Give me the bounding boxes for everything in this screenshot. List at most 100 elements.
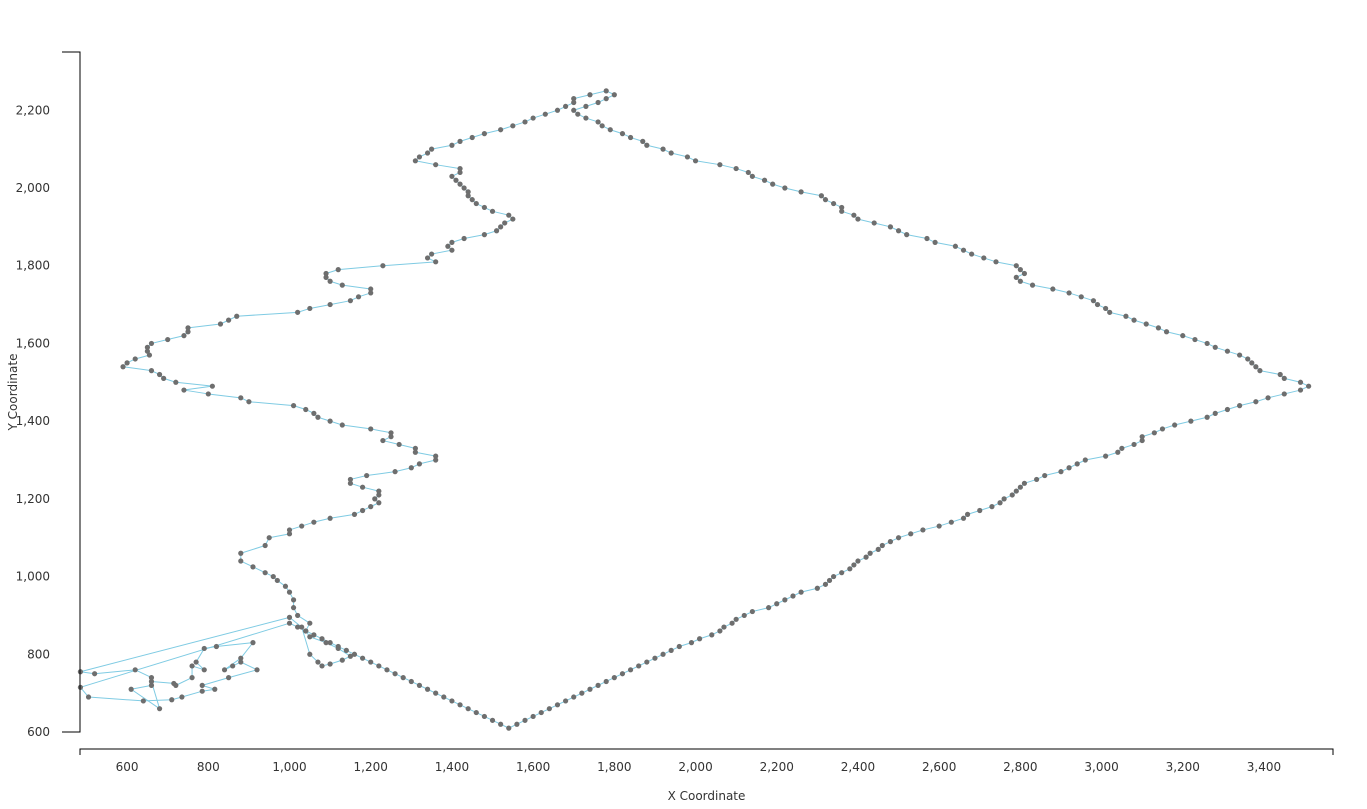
city-point (449, 239, 455, 245)
city-point (303, 406, 309, 413)
city-point (319, 663, 325, 669)
city-point (1204, 414, 1210, 420)
tour-segment (995, 261, 1017, 267)
city-point (745, 169, 751, 176)
y-tick-label: 1,200 (16, 492, 50, 506)
city-point (1058, 469, 1064, 475)
city-point (189, 663, 195, 669)
city-point (262, 542, 268, 549)
tour-segment (151, 339, 168, 344)
tour-segment (419, 459, 436, 465)
tour-segment (370, 428, 392, 434)
city-point (676, 643, 682, 650)
tour-segment (195, 648, 205, 663)
city-point (376, 492, 382, 498)
city-point (376, 663, 382, 669)
city-point (388, 434, 394, 440)
y-axis-ticks: 600 800 1,000 1,200 1,400 1,600 1,800 2,000 2,20… (16, 103, 50, 739)
city-point (619, 131, 626, 137)
city-point (782, 597, 788, 603)
city-point (506, 725, 512, 731)
tour-segment (1174, 420, 1192, 426)
tour-segment (394, 467, 412, 473)
tour-segment (1267, 393, 1285, 399)
city-point (453, 177, 459, 183)
x-tick-label: 1,200 (354, 760, 388, 774)
x-tick-label: 1,600 (516, 760, 550, 774)
city-point (1078, 294, 1084, 300)
city-point (424, 686, 431, 692)
city-point (583, 103, 589, 109)
city-point (924, 235, 930, 242)
tour-segment (1032, 284, 1053, 290)
city-point (1155, 325, 1162, 331)
tour-segment (151, 680, 174, 684)
tour-segment (1166, 331, 1183, 337)
city-point (766, 605, 772, 611)
city-point (408, 465, 414, 471)
city-point (510, 216, 516, 222)
city-point (461, 235, 467, 242)
city-point (595, 99, 601, 106)
city-point (1034, 476, 1040, 483)
tour-segment (695, 160, 720, 166)
tour-segment (1052, 288, 1070, 294)
city-point (266, 535, 272, 541)
city-point (457, 702, 463, 708)
city-point (181, 333, 187, 339)
city-point (250, 640, 256, 646)
tour-segment (330, 513, 355, 519)
city-point (449, 698, 455, 704)
city-point (315, 659, 321, 665)
city-point (335, 267, 341, 273)
city-point (368, 286, 374, 292)
city-point (997, 500, 1003, 506)
tour-segment (431, 144, 453, 150)
city-point (627, 134, 634, 141)
city-point (1103, 453, 1109, 459)
city-point (960, 247, 967, 253)
city-point (932, 239, 938, 245)
y-axis-title: Y Coordinate (6, 354, 20, 432)
tour-segment (80, 616, 290, 673)
city-point (571, 107, 577, 113)
city-point (433, 162, 439, 168)
city-point (274, 577, 280, 584)
city-point (660, 651, 666, 657)
city-point (92, 671, 98, 677)
x-tick-label: 3,200 (1166, 760, 1200, 774)
city-point (960, 515, 967, 521)
city-point (124, 360, 130, 366)
city-point (457, 169, 463, 176)
x-tick-label: 2,000 (678, 760, 712, 774)
city-point (563, 103, 569, 109)
y-axis-line (62, 51, 81, 733)
city-point (307, 651, 313, 657)
x-tick-label: 2,400 (841, 760, 875, 774)
city-point (441, 694, 447, 700)
tour-segment (175, 381, 213, 387)
tour-segment (88, 696, 144, 702)
city-point (1017, 278, 1023, 284)
city-point (299, 624, 305, 630)
city-point (161, 375, 167, 381)
tour-segment (338, 265, 383, 271)
city-point (741, 612, 747, 619)
city-point (1013, 263, 1019, 269)
city-point (144, 348, 151, 354)
city-point (1029, 282, 1036, 288)
city-point (1224, 348, 1231, 354)
city-point (1224, 406, 1231, 413)
city-point (205, 391, 211, 397)
city-point (132, 667, 138, 673)
city-point (359, 507, 366, 514)
city-point (238, 659, 244, 665)
city-point (839, 204, 845, 211)
x-axis-ticks: 600 800 1,000 1,200 1,400 1,600 1,800 2,000 2,20… (116, 760, 1282, 774)
tour-segment (313, 517, 331, 523)
y-tick-label: 1,400 (16, 414, 50, 428)
city-point (295, 624, 301, 630)
city-point (993, 259, 999, 265)
city-point (652, 655, 658, 661)
city-point (847, 566, 853, 572)
